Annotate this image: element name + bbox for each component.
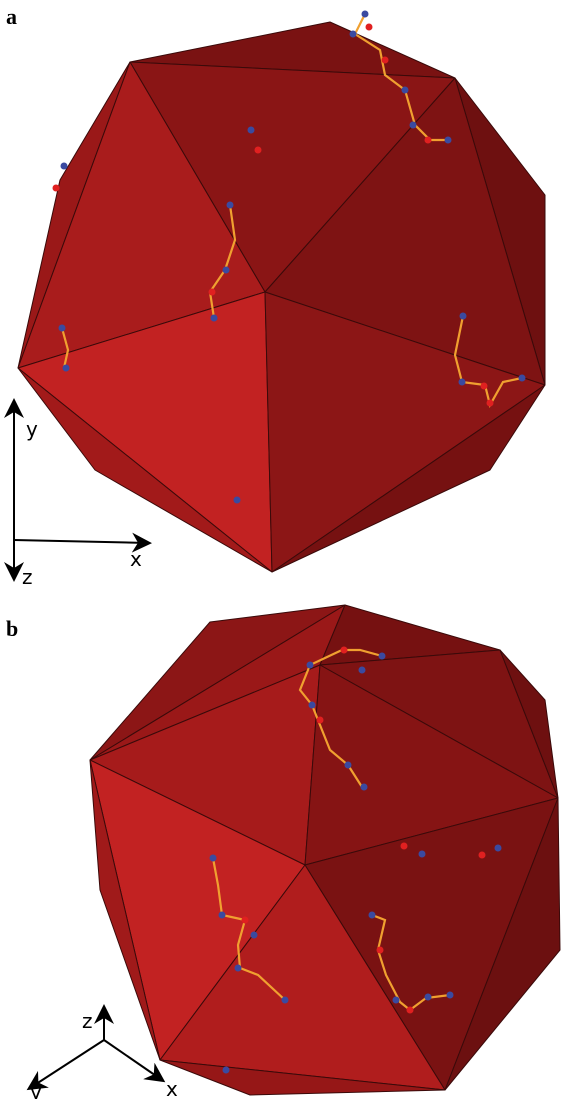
axis-label: x <box>130 547 142 571</box>
axis-label: y <box>26 417 38 441</box>
axis-label: x <box>166 1077 178 1099</box>
figure: a <box>0 0 573 1099</box>
panel-label: b <box>6 616 18 641</box>
polyhedron <box>18 22 545 572</box>
panel-b: b <box>6 605 560 1099</box>
panel-label: a <box>6 4 17 29</box>
panel-a: a <box>6 4 545 589</box>
axis-label: y <box>30 1080 42 1099</box>
polyhedron <box>90 605 560 1095</box>
axis-label: z <box>82 1009 93 1033</box>
axis-label: z <box>22 565 33 589</box>
